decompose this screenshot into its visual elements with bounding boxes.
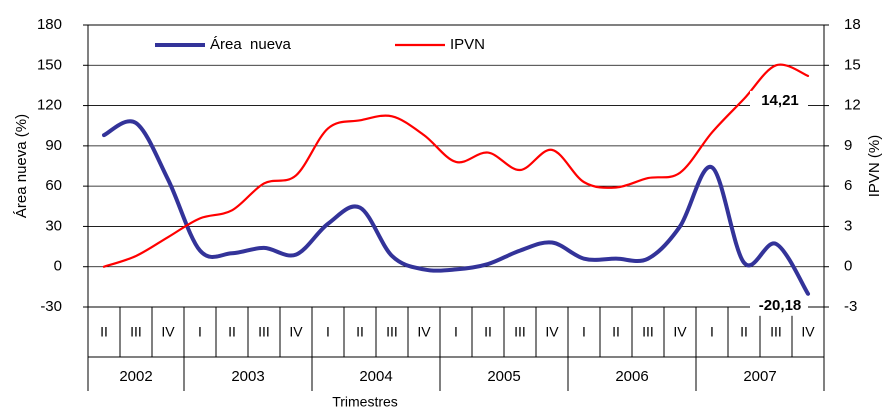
- x-tick-label: IV: [417, 324, 431, 340]
- legend-box: [140, 30, 535, 60]
- x-tick-label: II: [612, 324, 620, 340]
- x-tick-label: IV: [161, 324, 175, 340]
- y2-tick-label: 15: [844, 56, 861, 73]
- x-tick-label: II: [100, 324, 108, 340]
- y2-axis-title: IPVN (%): [866, 135, 883, 198]
- plot-frame: [87, 24, 825, 308]
- y-tick-label: -30: [40, 298, 62, 315]
- y-tick-label: 0: [54, 258, 62, 275]
- y-tick-label: 180: [37, 16, 62, 33]
- y2-tick-label: 3: [844, 217, 852, 234]
- y2-tick-label: 12: [844, 97, 861, 114]
- y-axis-title: Área nueva (%): [13, 114, 30, 218]
- x-tick-label: IV: [545, 324, 559, 340]
- x-tick-label: I: [326, 324, 330, 340]
- group-label: 2003: [231, 368, 264, 385]
- y-tick-label: 30: [45, 217, 62, 234]
- x-axis-title: Trimestres: [332, 394, 398, 410]
- y-tick-label: 60: [45, 177, 62, 194]
- x-tick-label: II: [356, 324, 364, 340]
- x-tick-label: II: [484, 324, 492, 340]
- group-label: 2004: [359, 368, 392, 385]
- x-tick-label: IV: [801, 324, 815, 340]
- group-label: 2007: [743, 368, 776, 385]
- x-tick-label: I: [582, 324, 586, 340]
- group-label: 2005: [487, 368, 520, 385]
- x-tick-label: I: [710, 324, 714, 340]
- series-line: [102, 63, 810, 268]
- series-line: [102, 119, 810, 296]
- x-tick-label: III: [642, 324, 654, 340]
- y2-tick-label: 6: [844, 177, 852, 194]
- y2-tick-label: 0: [844, 258, 852, 275]
- data-label-bg: [750, 295, 808, 316]
- x-tick-label: II: [228, 324, 236, 340]
- x-tick-label: III: [130, 324, 142, 340]
- x-tick-label: III: [386, 324, 398, 340]
- x-tick-label: I: [454, 324, 458, 340]
- data-label: 14,21: [761, 92, 799, 109]
- x-tick-label: III: [514, 324, 526, 340]
- y-tick-label: 90: [45, 137, 62, 154]
- legend-label: Área nueva: [210, 36, 292, 53]
- x-tick-label: III: [770, 324, 782, 340]
- x-tick-label: II: [740, 324, 748, 340]
- y-tick-label: 120: [37, 97, 62, 114]
- y2-tick-label: 9: [844, 137, 852, 154]
- legend-label: IPVN: [450, 36, 485, 53]
- data-label-bg: [750, 90, 808, 111]
- y-tick-label: 150: [37, 56, 62, 73]
- data-label: -20,18: [759, 297, 802, 314]
- group-label: 2006: [615, 368, 648, 385]
- x-tick-label: IV: [289, 324, 303, 340]
- x-tick-label: I: [198, 324, 202, 340]
- group-label: 2002: [119, 368, 152, 385]
- x-tick-label: IV: [673, 324, 687, 340]
- y2-tick-label: -3: [844, 298, 857, 315]
- x-tick-label: III: [258, 324, 270, 340]
- y2-tick-label: 18: [844, 16, 861, 33]
